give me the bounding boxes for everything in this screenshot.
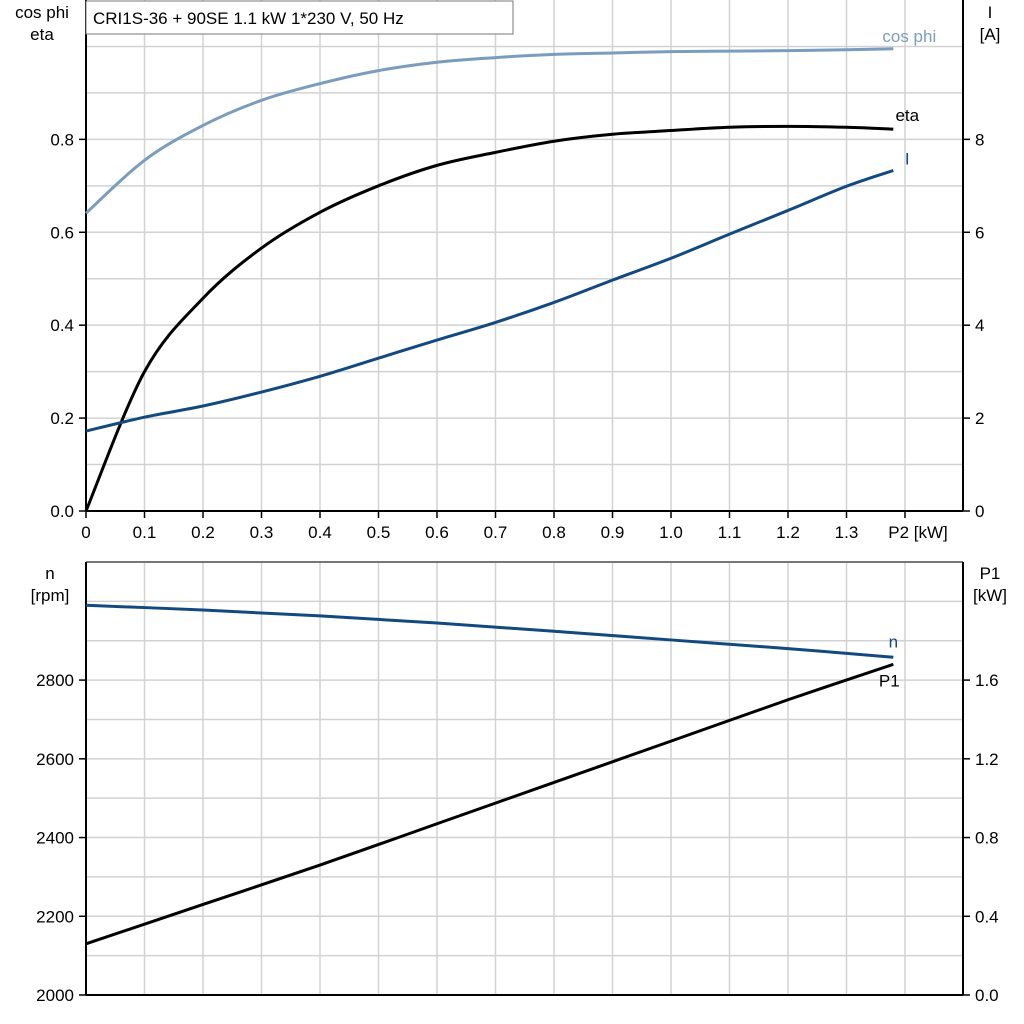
y-axis-label-left: cos phi: [15, 3, 69, 22]
y-tick-label-right: 0.8: [975, 829, 999, 848]
y-tick-label-left: 0.4: [50, 316, 74, 335]
x-tick-label: 0.1: [133, 523, 157, 542]
x-tick-label: 0.4: [308, 523, 332, 542]
series-label: cos phi: [882, 27, 936, 46]
x-tick-label: 0.6: [425, 523, 449, 542]
y-tick-label-right: 6: [975, 223, 984, 242]
x-tick-label: 1.3: [835, 523, 859, 542]
x-tick-label: 0.3: [250, 523, 274, 542]
y-tick-label-right: 4: [975, 316, 984, 335]
series-label: I: [905, 149, 910, 168]
y-axis-label-right: I: [988, 3, 993, 22]
y-tick-label-left: 2600: [36, 750, 74, 769]
y-tick-label-left: 0.0: [50, 502, 74, 521]
y-tick-label-left: 2400: [36, 829, 74, 848]
y-tick-label-left: 0.6: [50, 223, 74, 242]
y-axis-label-left: n: [45, 564, 54, 583]
chart-1: 2000 2200 2400 2600 2800 0.0 0.4 0.8 1.2 1.6 n [rpm…: [31, 561, 1007, 1005]
x-tick-label: 0: [81, 523, 90, 542]
y-axis-label-right: [kW]: [973, 586, 1007, 605]
y-tick-label-right: 0.0: [975, 986, 999, 1005]
chart-title-box: [85, 0, 514, 35]
y-tick-label-right: 0.4: [975, 907, 999, 926]
y-tick-label-right: 2: [975, 409, 984, 428]
y-tick-label-right: 1.6: [975, 671, 999, 690]
y-tick-label-left: 2200: [36, 907, 74, 926]
y-tick-label-left: 2000: [36, 986, 74, 1005]
series-label: P1: [879, 671, 900, 690]
x-tick-label: 0.8: [542, 523, 566, 542]
y-tick-label-right: 0: [975, 502, 984, 521]
x-axis-label: P2 [kW]: [888, 523, 948, 542]
y-axis-label-right: [A]: [980, 25, 1001, 44]
series-line-cos-phi: [84, 47, 894, 215]
chart-0: 0.0 0.2 0.4 0.6 0.8 0 2 4 6 8 cos phi eta I [A] cos ph…: [15, 0, 1000, 542]
series-line-eta: [84, 124, 894, 512]
series-line-n: [85, 603, 894, 659]
x-tick-label: 1.2: [776, 523, 800, 542]
x-tick-label: 1.0: [659, 523, 683, 542]
x-tick-label: 0.2: [191, 523, 215, 542]
y-tick-label-right: 1.2: [975, 750, 999, 769]
x-tick-label: 0.5: [367, 523, 391, 542]
y-axis-label-right: P1: [980, 564, 1001, 583]
y-axis-label-left: [rpm]: [31, 586, 70, 605]
y-tick-label-left: 0.8: [50, 130, 74, 149]
series-line-I: [85, 169, 894, 433]
chart-title: CRI1S-36 + 90SE 1.1 kW 1*230 V, 50 Hz: [93, 9, 404, 28]
y-tick-label-left: 2800: [36, 671, 74, 690]
y-tick-label-right: 8: [975, 130, 984, 149]
y-tick-label-left: 0.2: [50, 409, 74, 428]
x-tick-label: 1.1: [718, 523, 742, 542]
y-axis-label-left: eta: [30, 25, 54, 44]
series-label: eta: [895, 106, 919, 125]
x-tick-label: 0.9: [601, 523, 625, 542]
series-label: n: [889, 632, 898, 651]
series-line-P1: [85, 662, 894, 946]
x-tick-label: 0.7: [484, 523, 508, 542]
